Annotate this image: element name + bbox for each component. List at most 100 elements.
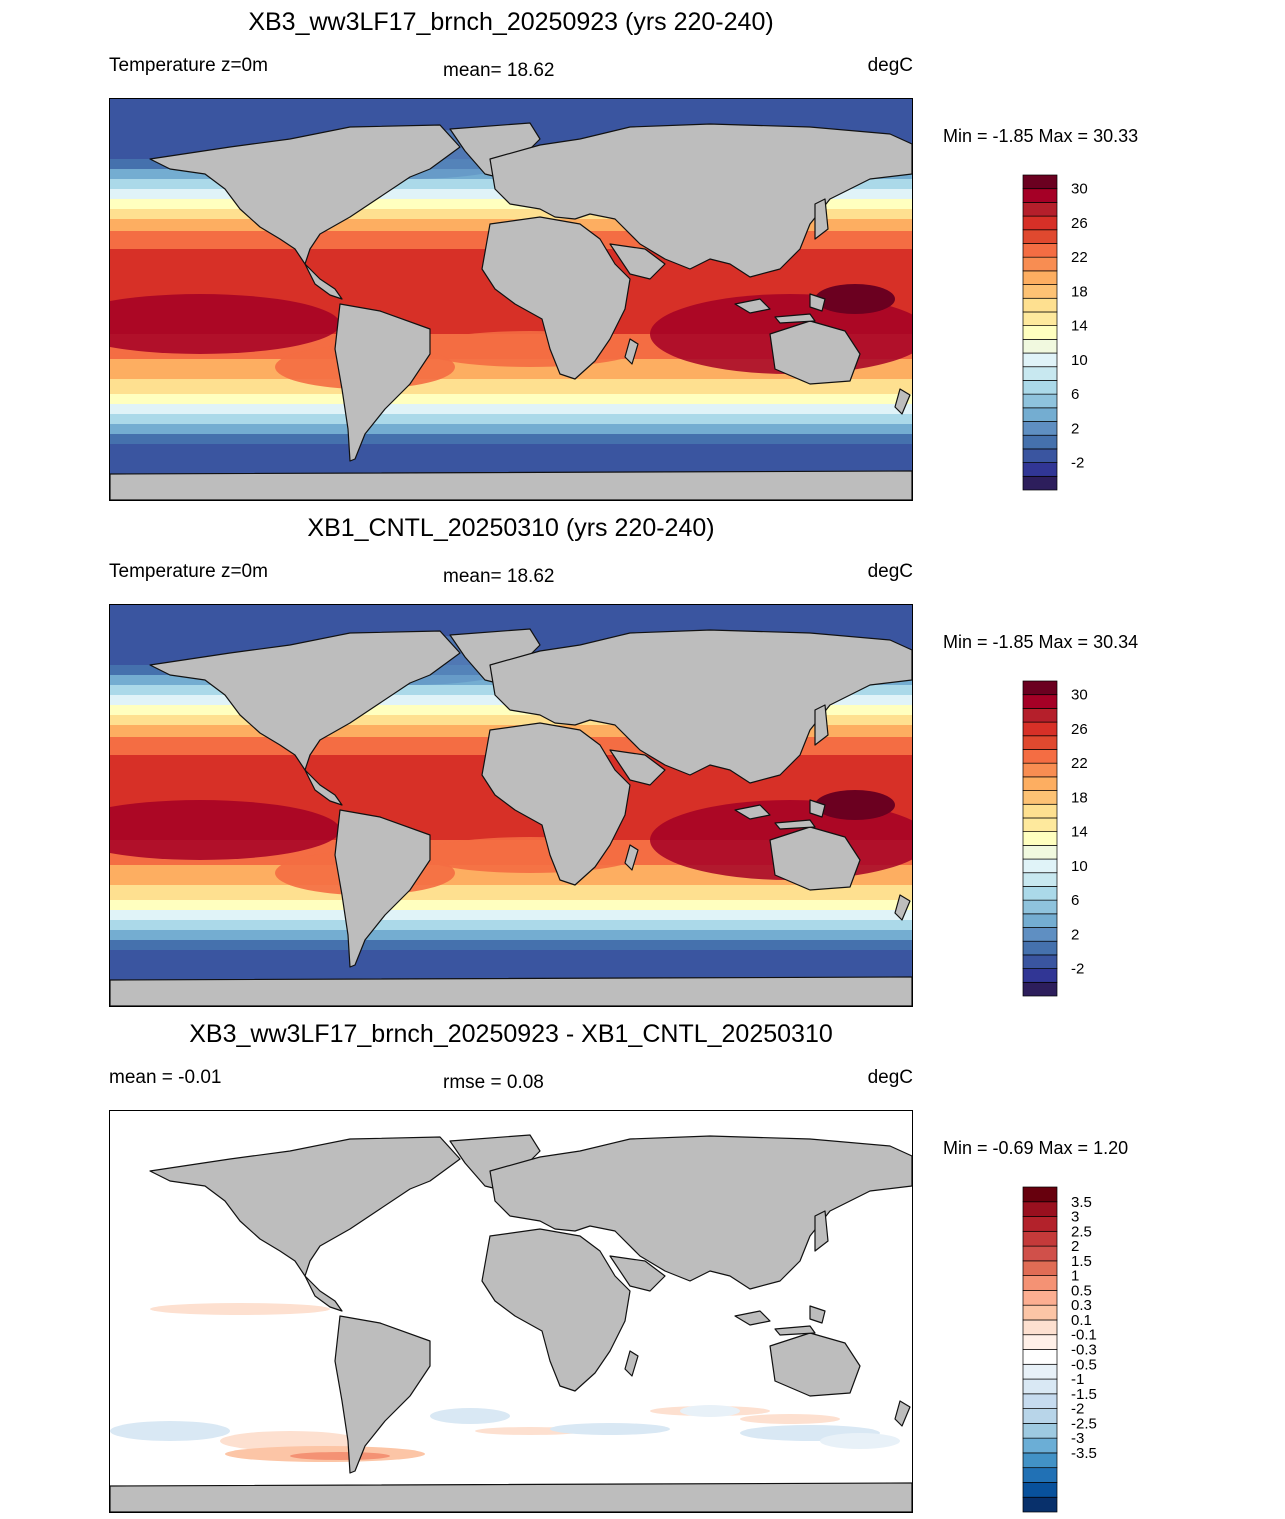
colorbar-tick-label: -0.5 bbox=[1071, 1356, 1097, 1373]
colorbar-box bbox=[1022, 407, 1058, 422]
colorbar-tick-label: 30 bbox=[1071, 687, 1088, 704]
colorbar-box bbox=[1022, 1290, 1058, 1306]
land-polygon bbox=[734, 298, 771, 314]
colorbar-box bbox=[1022, 858, 1058, 874]
colorbar-box bbox=[1022, 1275, 1058, 1291]
colorbar-box bbox=[1022, 1452, 1058, 1469]
colorbar-box bbox=[1022, 872, 1058, 887]
colorbar-tick-label: 2 bbox=[1071, 926, 1079, 943]
land-polygon bbox=[110, 470, 912, 500]
land-polygon bbox=[304, 263, 343, 300]
colorbar-box bbox=[1022, 352, 1058, 368]
colorbar-box bbox=[1022, 434, 1058, 450]
land-polygon bbox=[609, 749, 666, 786]
colorbar-box bbox=[1022, 1245, 1058, 1262]
colorbar-tick-label: 26 bbox=[1071, 215, 1088, 232]
colorbar-box bbox=[1022, 393, 1058, 409]
colorbar-box bbox=[1022, 708, 1058, 723]
colorbar-box bbox=[1022, 886, 1058, 901]
colorbar-box bbox=[1022, 448, 1058, 463]
land-polygon bbox=[814, 704, 829, 746]
colorbar-box bbox=[1022, 831, 1058, 846]
land-polygon bbox=[481, 1228, 631, 1392]
colorbar-box bbox=[1022, 1186, 1058, 1203]
colorbar-tick-label: -1 bbox=[1071, 1371, 1084, 1388]
land-polygon bbox=[609, 243, 666, 280]
colorbar-tick-label: 30 bbox=[1071, 181, 1088, 198]
colorbar-box bbox=[1022, 188, 1058, 203]
panel-middle: XB1_CNTL_20250310 (yrs 220-240) Temperat… bbox=[0, 506, 1285, 1012]
colorbar-tick-label: 14 bbox=[1071, 318, 1088, 335]
land-polygon bbox=[814, 198, 829, 240]
land-polygon bbox=[110, 1482, 912, 1512]
colorbar-box bbox=[1022, 462, 1058, 477]
land-polygon bbox=[734, 804, 771, 820]
difference-map bbox=[109, 1110, 913, 1513]
land-polygon bbox=[894, 1400, 911, 1427]
colorbar-box bbox=[1022, 1482, 1058, 1498]
colorbar-box bbox=[1022, 817, 1058, 833]
colorbar-tick-label: 2 bbox=[1071, 1238, 1079, 1255]
panel-title: XB3_ww3LF17_brnch_20250923 - XB1_CNTL_20… bbox=[189, 1020, 833, 1048]
colorbar-box bbox=[1022, 325, 1058, 340]
colorbar-box bbox=[1022, 981, 1058, 997]
land-polygon bbox=[489, 629, 912, 784]
colorbar-tick-label: -2.5 bbox=[1071, 1415, 1097, 1432]
colorbar-box bbox=[1022, 1201, 1058, 1217]
colorbar-box bbox=[1022, 735, 1058, 750]
colorbar-tick-label: -2 bbox=[1071, 455, 1084, 472]
land-polygon bbox=[149, 1136, 461, 1277]
colorbar-box bbox=[1022, 1437, 1058, 1454]
colorbar-box bbox=[1022, 174, 1058, 190]
land-polygon bbox=[149, 630, 461, 771]
colorbar-box bbox=[1022, 202, 1058, 217]
colorbar-box bbox=[1022, 311, 1058, 327]
colorbar-box bbox=[1022, 1393, 1058, 1409]
colorbar-tick-label: 3.5 bbox=[1071, 1194, 1092, 1211]
colorbar-box bbox=[1022, 790, 1058, 805]
colorbar-tick-label: 26 bbox=[1071, 721, 1088, 738]
colorbar-tick-label: 18 bbox=[1071, 283, 1088, 300]
colorbar-tick-label: -3.5 bbox=[1071, 1445, 1097, 1462]
colorbar-box bbox=[1022, 366, 1058, 381]
colorbar-tick-label: 1.5 bbox=[1071, 1253, 1092, 1270]
land-polygon bbox=[769, 1332, 861, 1397]
land-polygon bbox=[809, 799, 826, 818]
colorbar-box bbox=[1022, 1349, 1058, 1365]
colorbar-box bbox=[1022, 1363, 1058, 1380]
land-polygon bbox=[489, 1135, 912, 1290]
colorbar-tick-label: -2 bbox=[1071, 1401, 1084, 1418]
land-polygon bbox=[774, 1325, 816, 1336]
colorbar-tick-label: 10 bbox=[1071, 858, 1088, 875]
land-polygon bbox=[769, 826, 861, 891]
panel-difference: XB3_ww3LF17_brnch_20250923 - XB1_CNTL_20… bbox=[0, 1012, 1285, 1518]
colorbar-box bbox=[1022, 1334, 1058, 1350]
land-polygon bbox=[110, 976, 912, 1006]
colorbar-tick-label: -0.1 bbox=[1071, 1327, 1097, 1344]
colorbar-tick-label: -1.5 bbox=[1071, 1386, 1097, 1403]
panel-title: XB3_ww3LF17_brnch_20250923 (yrs 220-240) bbox=[248, 8, 774, 36]
colorbar-box bbox=[1022, 215, 1058, 231]
mean-label: mean= 18.62 bbox=[443, 60, 555, 81]
colorbar: 30 26 22 18 14 10 6 2 -2 bbox=[1022, 680, 1123, 1001]
land-polygon bbox=[894, 388, 911, 415]
land-polygon bbox=[334, 1315, 431, 1474]
units-label: degC bbox=[867, 561, 913, 582]
land-polygon bbox=[149, 124, 461, 265]
colorbar-box bbox=[1022, 1378, 1058, 1395]
colorbar-box bbox=[1022, 680, 1058, 696]
colorbar-box bbox=[1022, 940, 1058, 956]
units-label: degC bbox=[867, 1067, 913, 1088]
colorbar-box bbox=[1022, 243, 1058, 258]
sst-map bbox=[109, 98, 913, 501]
colorbar-tick-label: 2.5 bbox=[1071, 1223, 1092, 1240]
colorbar-tick-label: -3 bbox=[1071, 1430, 1084, 1447]
colorbar-box bbox=[1022, 380, 1058, 395]
land-polygon bbox=[334, 303, 431, 462]
land-polygon bbox=[734, 1310, 771, 1326]
land-polygon bbox=[481, 216, 631, 380]
colorbar-tick-label: 2 bbox=[1071, 420, 1079, 437]
sst-map bbox=[109, 604, 913, 1007]
colorbar-tick-label: 6 bbox=[1071, 386, 1079, 403]
land-polygon bbox=[774, 819, 816, 830]
